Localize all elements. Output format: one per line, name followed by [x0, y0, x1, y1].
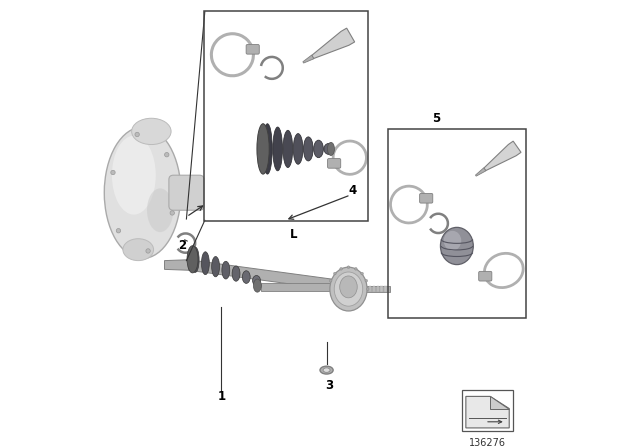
Polygon shape — [484, 141, 521, 171]
Text: 3: 3 — [324, 379, 333, 392]
Polygon shape — [466, 396, 509, 428]
Ellipse shape — [212, 257, 220, 277]
Bar — [385, 286, 387, 292]
Ellipse shape — [243, 271, 250, 284]
Polygon shape — [261, 283, 346, 291]
Ellipse shape — [303, 137, 313, 161]
Ellipse shape — [365, 280, 367, 282]
Ellipse shape — [164, 152, 169, 157]
Text: 5: 5 — [432, 112, 440, 125]
Ellipse shape — [293, 134, 303, 164]
Text: 4: 4 — [349, 184, 357, 197]
Ellipse shape — [116, 228, 121, 233]
Ellipse shape — [262, 124, 272, 174]
Polygon shape — [164, 260, 189, 270]
Ellipse shape — [132, 118, 171, 145]
Ellipse shape — [253, 276, 260, 285]
Ellipse shape — [273, 127, 282, 171]
Ellipse shape — [112, 136, 156, 215]
FancyBboxPatch shape — [246, 44, 259, 54]
Ellipse shape — [367, 288, 369, 290]
Ellipse shape — [170, 211, 175, 215]
Ellipse shape — [202, 252, 209, 275]
Ellipse shape — [323, 368, 330, 372]
Ellipse shape — [328, 142, 335, 155]
Ellipse shape — [123, 239, 154, 261]
Bar — [388, 129, 526, 318]
Polygon shape — [476, 168, 486, 176]
Bar — [462, 390, 513, 431]
Ellipse shape — [324, 143, 333, 155]
Ellipse shape — [147, 188, 173, 232]
Ellipse shape — [440, 228, 474, 265]
Bar — [376, 286, 379, 292]
Ellipse shape — [104, 127, 181, 258]
Ellipse shape — [361, 272, 364, 275]
Bar — [372, 286, 375, 292]
Ellipse shape — [232, 266, 240, 281]
Bar — [369, 286, 371, 292]
Ellipse shape — [330, 280, 332, 282]
FancyBboxPatch shape — [328, 159, 340, 168]
Text: 2: 2 — [178, 239, 186, 252]
Text: 1: 1 — [218, 390, 225, 403]
Ellipse shape — [135, 132, 140, 137]
Ellipse shape — [340, 276, 357, 298]
Ellipse shape — [283, 130, 292, 168]
Ellipse shape — [355, 267, 357, 270]
FancyBboxPatch shape — [169, 175, 204, 210]
Ellipse shape — [347, 266, 350, 268]
Polygon shape — [303, 55, 314, 63]
Bar — [204, 11, 368, 221]
Text: L: L — [290, 228, 298, 241]
Ellipse shape — [257, 124, 269, 174]
Ellipse shape — [444, 231, 461, 250]
Ellipse shape — [340, 267, 342, 270]
Ellipse shape — [253, 279, 261, 292]
Polygon shape — [366, 286, 390, 292]
Text: 136276: 136276 — [469, 438, 506, 448]
FancyBboxPatch shape — [479, 271, 492, 281]
FancyBboxPatch shape — [420, 194, 433, 203]
Polygon shape — [312, 28, 355, 59]
Polygon shape — [189, 260, 351, 292]
Ellipse shape — [222, 261, 230, 279]
Ellipse shape — [320, 366, 333, 374]
Ellipse shape — [146, 249, 150, 253]
Ellipse shape — [191, 247, 199, 272]
Ellipse shape — [314, 140, 323, 158]
Ellipse shape — [187, 246, 198, 273]
Ellipse shape — [111, 170, 115, 175]
Ellipse shape — [334, 272, 363, 306]
Ellipse shape — [330, 267, 367, 311]
Polygon shape — [490, 396, 509, 409]
Ellipse shape — [333, 272, 336, 275]
Bar — [380, 286, 383, 292]
